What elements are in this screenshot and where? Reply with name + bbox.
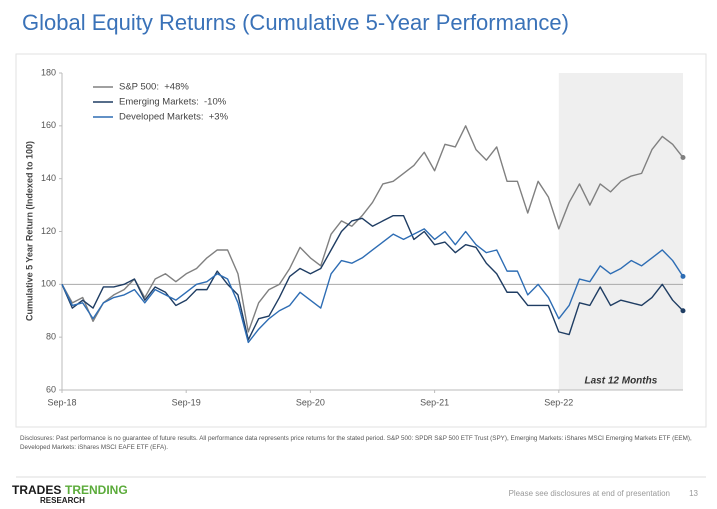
legend-label: S&P 500: +48% [119,82,189,93]
y-tick-label: 160 [41,120,56,130]
chart-frame [15,53,707,428]
series-line [61,228,684,344]
x-tick-label: Sep-19 [172,397,201,407]
highlight-region [558,73,683,390]
y-tick-label: 100 [41,279,56,289]
end-dot [680,273,686,279]
series-line [61,214,684,341]
y-tick-label: 140 [41,173,56,183]
y-tick-label: 80 [46,332,56,342]
x-tick-label: Sep-20 [296,397,325,407]
disclosures: Disclosures: Past performance is no guar… [20,435,692,451]
disclosures-box: Disclosures: Past performance is no guar… [20,435,692,451]
series-line [61,125,684,333]
end-dot [680,308,686,314]
chart-title: Global Equity Returns (Cumulative 5-Year… [22,10,569,35]
x-tick-label: Sep-18 [47,397,76,407]
logo-trades: TRADES [12,483,61,497]
legend-label: Developed Markets: +3% [119,112,229,123]
footer-note: Please see disclosures at end of present… [509,489,670,498]
x-tick-label: Sep-22 [544,397,573,407]
logo-trending: TRENDING [65,483,128,497]
end-dot [680,155,686,161]
y-axis-label: Cumulative 5 Year Return (Indexed to 100… [24,141,34,321]
y-tick-label: 120 [41,226,56,236]
legend-label: Emerging Markets: -10% [119,97,227,108]
logo-research: RESEARCH [40,496,85,505]
y-tick-label: 60 [46,384,56,394]
x-tick-label: Sep-21 [420,397,449,407]
page-number: 13 [689,489,698,498]
highlight-label: Last 12 Months [585,376,658,387]
y-tick-label: 180 [41,67,56,77]
